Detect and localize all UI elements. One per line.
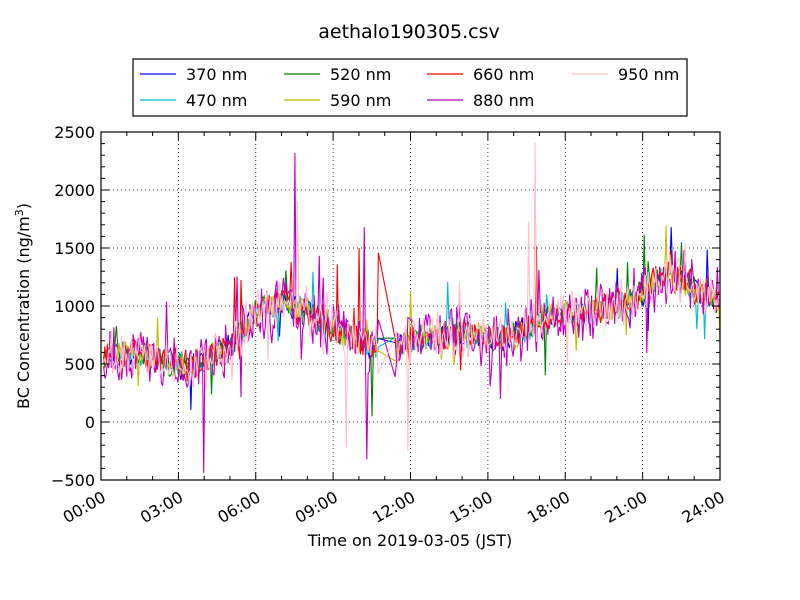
series-layer	[103, 142, 720, 474]
y-axis-title-sup: 3	[13, 209, 26, 216]
y-tick-label: 500	[64, 355, 95, 374]
x-tick-label: 03:00	[137, 487, 186, 527]
x-tick-label: 15:00	[446, 487, 495, 527]
y-tick-label: 1000	[54, 297, 95, 316]
legend-box	[132, 58, 688, 117]
x-tick-label: 06:00	[214, 487, 263, 527]
series-line	[103, 142, 720, 452]
series-line	[103, 152, 720, 474]
ticks	[100, 131, 721, 481]
x-tick-label: 24:00	[679, 487, 728, 527]
y-tick-label: 1500	[54, 239, 95, 258]
y-tick-label: −500	[51, 471, 95, 490]
x-tick-labels: 00:00 03:00 06:00 09:00 12:00 15:00 18:00 21:00…	[60, 487, 728, 527]
x-tick-label: 18:00	[524, 487, 573, 527]
legend-label: 370 nm	[186, 65, 247, 84]
legend-label: 590 nm	[330, 91, 391, 110]
legend-label: 660 nm	[473, 65, 534, 84]
legend-label: 520 nm	[330, 65, 391, 84]
y-axis-title-close: )	[14, 203, 33, 209]
x-tick-label: 00:00	[60, 487, 109, 527]
legend-label: 950 nm	[618, 65, 679, 84]
x-axis-title: Time on 2019-03-05 (JST)	[307, 531, 512, 550]
x-tick-label: 09:00	[292, 487, 341, 527]
legend-label: 880 nm	[473, 91, 534, 110]
y-tick-labels: −500 0 500 1000 1500 2000 2500	[51, 123, 95, 490]
x-tick-label: 12:00	[369, 487, 418, 527]
y-tick-label: 2500	[54, 123, 95, 142]
legend: 370 nm 470 nm 520 nm 590 nm 660 nm 880 nm 950 …	[132, 58, 688, 117]
chart-title: aethalo190305.csv	[318, 21, 500, 43]
y-tick-label: 0	[85, 413, 95, 432]
x-tick-label: 21:00	[601, 487, 650, 527]
y-axis-title-main: BC Concentration (ng/m	[14, 216, 33, 409]
y-axis-title: BC Concentration (ng/m3)	[13, 203, 33, 409]
y-tick-label: 2000	[54, 181, 95, 200]
legend-label: 470 nm	[186, 91, 247, 110]
